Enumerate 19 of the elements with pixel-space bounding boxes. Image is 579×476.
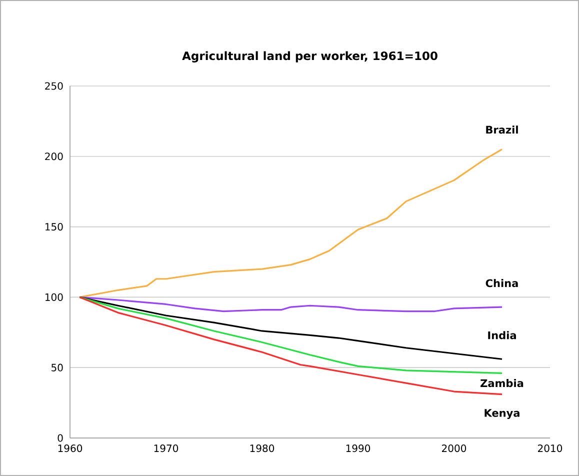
x-tick-label: 1960 <box>58 444 82 452</box>
series-label: Brazil <box>486 126 518 134</box>
x-tick-label: 1990 <box>346 444 370 452</box>
x-tick-label: 1980 <box>250 444 274 452</box>
y-tick-label: 250 <box>45 82 63 90</box>
y-tick-label: 100 <box>45 293 63 301</box>
x-tick-label: 1970 <box>154 444 178 452</box>
series-label: Zambia <box>480 379 524 388</box>
x-tick-label: 2010 <box>538 444 562 452</box>
x-tick-label: 2000 <box>442 444 466 452</box>
line-series <box>78 296 503 312</box>
y-tick-label: 200 <box>45 152 63 160</box>
series-label: China <box>486 279 518 288</box>
y-tick-label: 150 <box>45 222 63 231</box>
chart-title: Agricultural land per worker, 1961=100 <box>182 51 438 62</box>
series-label: India <box>488 331 516 340</box>
y-tick-label: 0 <box>58 434 63 442</box>
series-label: Kenya <box>484 409 520 419</box>
y-tick-label: 50 <box>52 364 63 372</box>
